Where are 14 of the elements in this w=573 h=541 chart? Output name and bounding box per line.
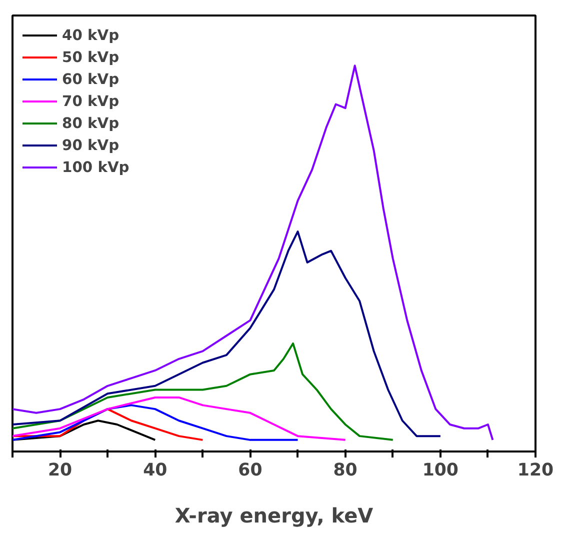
legend-label: 70 kVp: [62, 92, 120, 111]
legend-label: 60 kVp: [62, 70, 120, 89]
x-tick-label: 60: [238, 460, 262, 480]
legend-label: 50 kVp: [62, 48, 120, 67]
legend-label: 100 kVp: [62, 158, 130, 177]
x-tick-label: 100: [422, 460, 458, 480]
x-tick-label: 40: [143, 460, 168, 480]
x-tick-label: 80: [333, 460, 358, 480]
x-tick-label: 20: [48, 460, 72, 480]
legend-label: 80 kVp: [62, 114, 120, 133]
legend-label: 40 kVp: [62, 26, 120, 45]
legend-label: 90 kVp: [62, 136, 120, 155]
x-axis-title: X-ray energy, keV: [174, 504, 374, 528]
x-tick-label: 120: [517, 460, 554, 480]
